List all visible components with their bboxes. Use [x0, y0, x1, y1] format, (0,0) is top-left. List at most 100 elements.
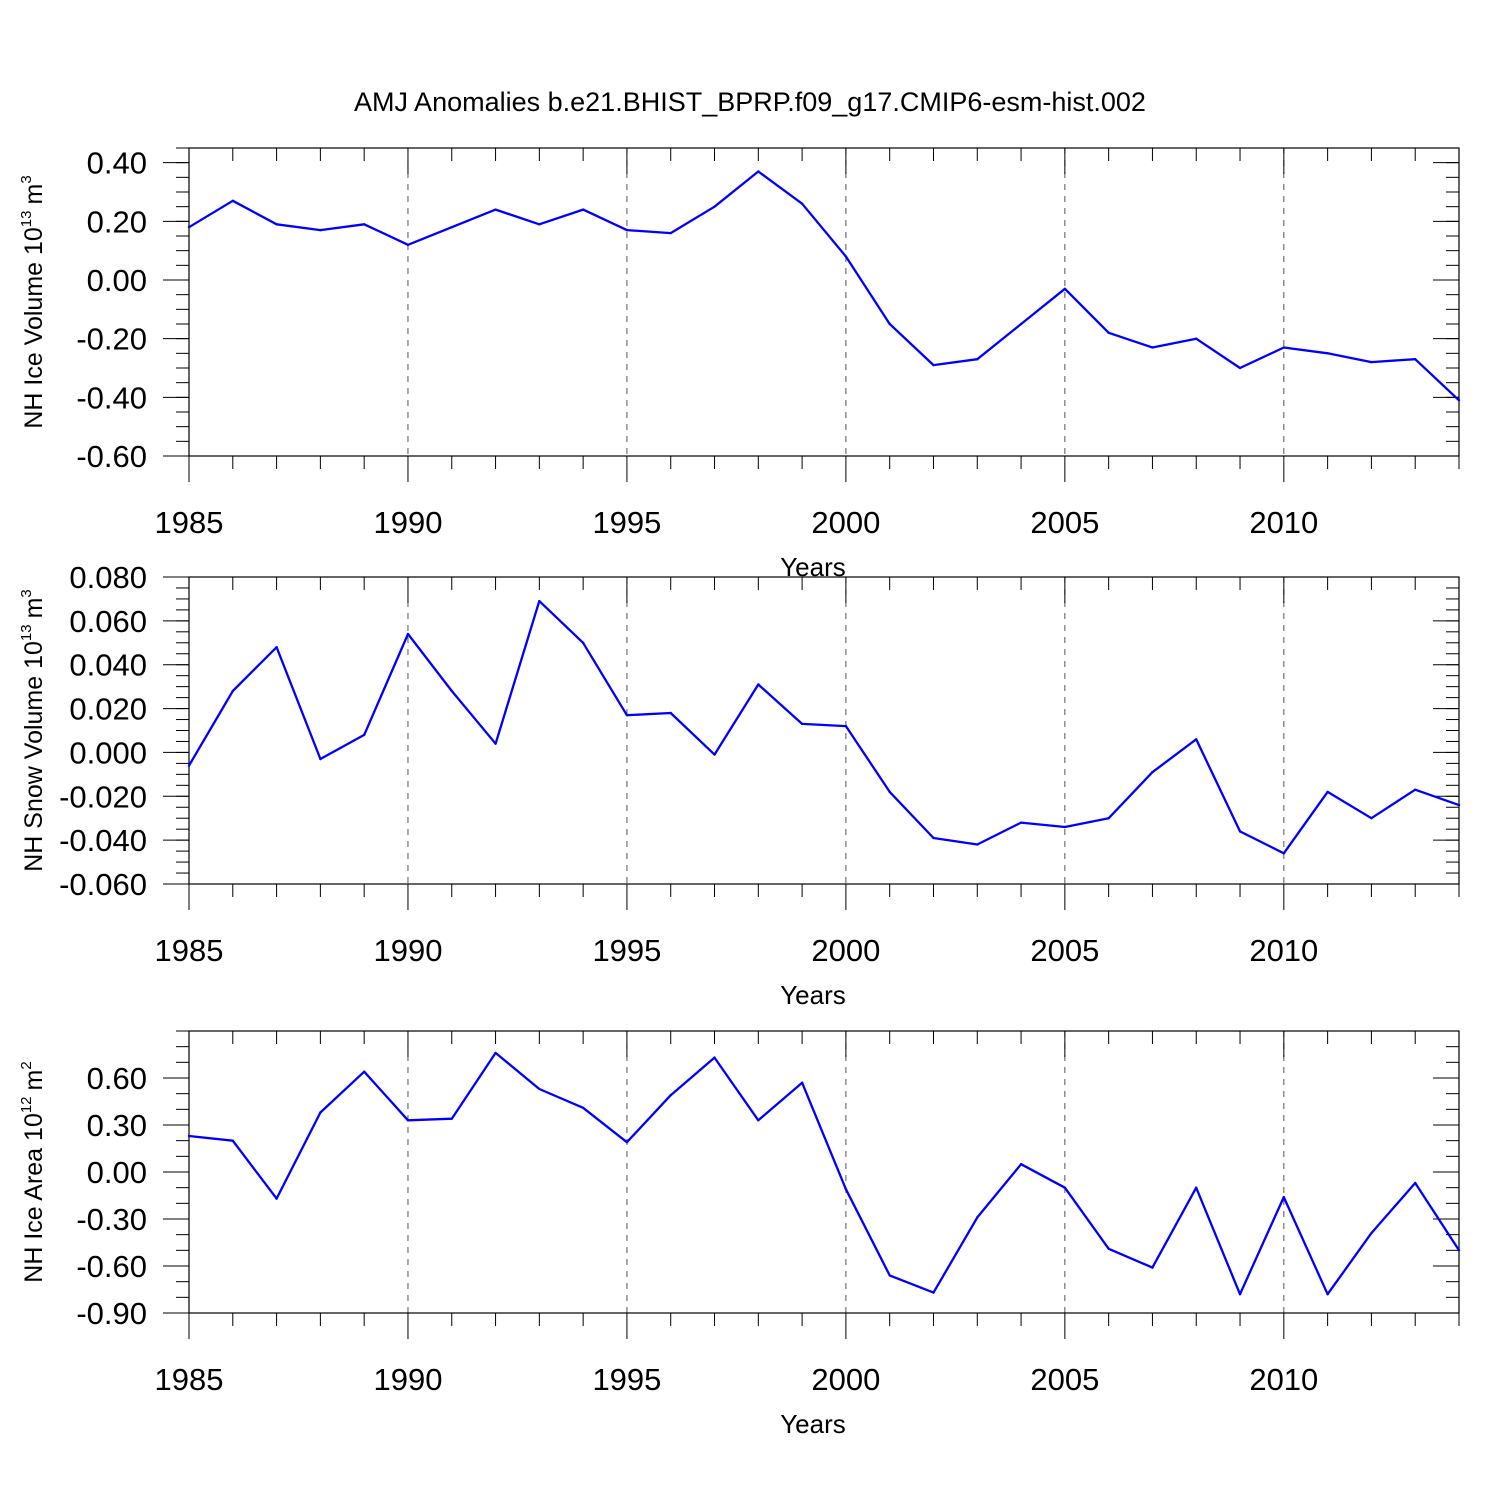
data-point: [800, 1081, 804, 1084]
x-tick-label: 2010: [1249, 933, 1318, 968]
data-point: [844, 1188, 848, 1191]
data-point: [757, 683, 760, 686]
data-point: [1282, 852, 1286, 855]
data-point: [1019, 1162, 1023, 1166]
data-point: [494, 208, 497, 211]
y-axis-label-unit-exponent: 3: [18, 589, 35, 597]
data-point: [1326, 790, 1329, 794]
data-point: [538, 599, 541, 603]
data-point: [888, 322, 891, 326]
data-point: [800, 202, 804, 205]
data-point: [581, 1106, 585, 1109]
data-point: [494, 742, 497, 745]
data-point: [1238, 1293, 1242, 1296]
y-tick-label: -0.040: [59, 823, 147, 858]
data-point: [932, 363, 935, 367]
y-tick-label: -0.20: [76, 322, 147, 357]
x-axis-label: Years: [780, 1409, 846, 1439]
data-point: [1282, 346, 1286, 349]
data-point: [1414, 788, 1417, 791]
y-tick-label: 0.00: [87, 263, 147, 298]
data-point: [757, 170, 760, 173]
x-tick-label: 2010: [1249, 505, 1318, 540]
data-point: [406, 632, 410, 636]
chart-panel-2: 0.080 0.060 0.040 0.020 0.000 -0.020 -0.040 -0.…: [18, 560, 1461, 1010]
data-point: [406, 1119, 410, 1122]
y-axis-label-prefix: NH Ice Area 10: [20, 1113, 48, 1283]
x-tick-label: 1995: [592, 505, 661, 540]
y-axis-label-unit-exponent: 3: [18, 175, 35, 183]
data-point: [187, 764, 191, 767]
data-point: [888, 1274, 891, 1277]
data-point: [625, 1141, 629, 1144]
data-point: [1326, 352, 1329, 355]
data-point: [1063, 1186, 1067, 1189]
y-axis-label-prefix: NH Ice Volume 10: [20, 227, 48, 429]
data-point: [450, 1117, 453, 1120]
data-point: [450, 226, 453, 229]
y-axis-label-unit: m: [20, 1070, 48, 1091]
y-tick-label: -0.40: [76, 380, 147, 415]
data-point: [1063, 287, 1067, 290]
x-tick-label: 2000: [811, 933, 880, 968]
data-point: [932, 1291, 935, 1294]
x-tick-label: 1990: [373, 933, 442, 968]
series-line: [188, 170, 1460, 402]
data-point: [1282, 1195, 1286, 1199]
y-tick-label: -0.060: [59, 867, 147, 902]
data-point: [757, 1119, 760, 1122]
data-point: [1457, 1249, 1461, 1252]
data-point: [538, 223, 541, 226]
data-point: [1326, 1293, 1329, 1296]
data-point: [231, 689, 234, 693]
plot-frame: [188, 147, 1460, 457]
data-point: [319, 1111, 322, 1114]
y-axis-label-unit: m: [20, 598, 48, 619]
data-point: [538, 1087, 541, 1091]
y-axis-label: NH Ice Area 1012 m2: [18, 1061, 48, 1282]
y-axis-label-unit-exponent: 2: [18, 1061, 35, 1069]
x-axis-label: Years: [780, 980, 846, 1010]
data-point: [1414, 358, 1417, 361]
data-point: [581, 208, 585, 211]
plot-frame: [188, 576, 1460, 885]
data-point: [713, 1056, 716, 1059]
y-tick-label: 0.20: [87, 204, 147, 239]
y-tick-label: 0.020: [69, 692, 147, 727]
data-point: [1238, 366, 1242, 370]
y-tick-label: -0.90: [76, 1296, 147, 1331]
data-point: [625, 713, 629, 717]
x-tick-label: 1985: [155, 505, 224, 540]
data-point: [1107, 817, 1110, 820]
data-point: [844, 724, 848, 728]
y-tick-label: 0.00: [87, 1155, 147, 1190]
y-tick-label: 0.40: [87, 146, 147, 181]
data-point: [319, 757, 322, 761]
y-axis-label-exponent: 13: [18, 210, 35, 227]
x-tick-label: 2005: [1030, 1362, 1099, 1397]
data-point: [1195, 1186, 1198, 1189]
data-point: [976, 358, 979, 361]
x-tick-label: 1990: [373, 1362, 442, 1397]
data-point: [275, 645, 278, 649]
data-point: [1457, 399, 1461, 402]
y-tick-label: 0.30: [87, 1108, 147, 1143]
series-line: [188, 1051, 1460, 1296]
data-point: [1195, 738, 1198, 741]
data-point: [231, 199, 234, 202]
x-tick-label: 1995: [592, 1362, 661, 1397]
y-tick-label: 0.60: [87, 1061, 147, 1096]
data-point: [362, 1070, 366, 1073]
x-tick-label: 1995: [592, 933, 661, 968]
data-point: [362, 733, 366, 737]
data-point: [976, 1216, 979, 1219]
data-point: [1238, 830, 1242, 833]
data-point: [494, 1051, 497, 1055]
data-point: [1019, 322, 1023, 326]
y-axis-label-exponent: 13: [18, 624, 35, 641]
x-tick-label: 2000: [811, 505, 880, 540]
y-axis-label-prefix: NH Snow Volume 10: [20, 641, 48, 872]
